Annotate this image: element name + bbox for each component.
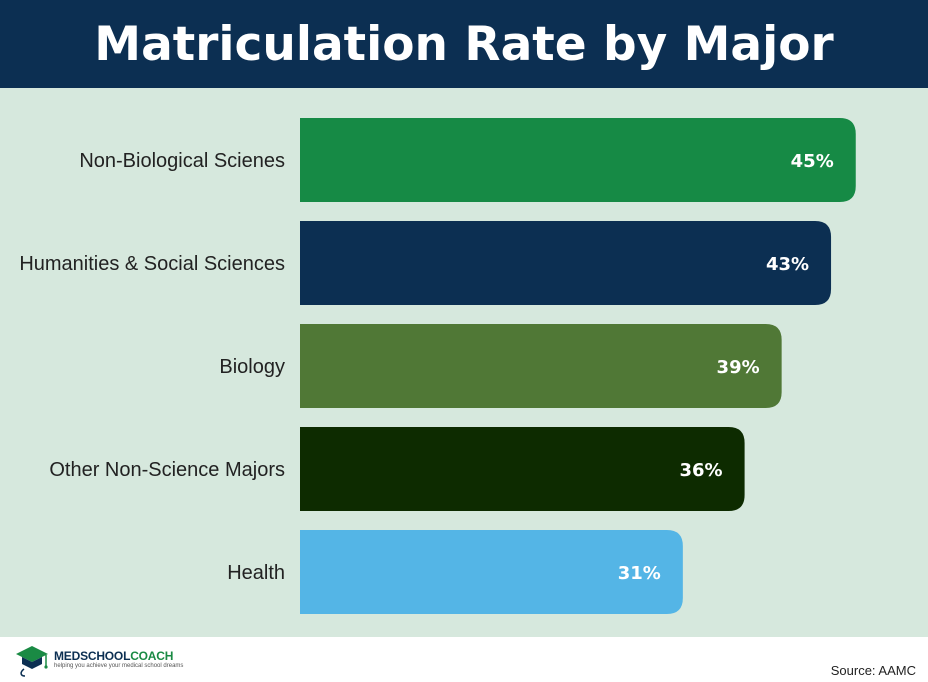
value-label: 43% (766, 254, 809, 275)
value-label: 31% (618, 563, 661, 584)
category-label: Humanities & Social Sciences (19, 253, 285, 275)
logo-tagline: helping you achieve your medical school … (54, 663, 184, 669)
plot-area: Non-Biological Scienes 45% Humanities & So… (0, 88, 928, 637)
bar-4 (300, 530, 683, 614)
value-label: 36% (680, 460, 723, 481)
value-label: 45% (791, 151, 834, 172)
bar-3 (300, 427, 745, 511)
footer: MEDSCHOOLCOACH helping you achieve your … (0, 637, 928, 682)
category-label: Biology (219, 356, 285, 378)
bar-1 (300, 221, 832, 305)
category-label: Health (227, 562, 285, 584)
chart-title: Matriculation Rate by Major (94, 16, 834, 72)
medschoolcoach-logo: MEDSCHOOLCOACH helping you achieve your … (14, 641, 183, 679)
graduation-cap-icon (16, 646, 48, 677)
logo-name: MEDSCHOOLCOACH (54, 649, 174, 663)
source-note: Source: AAMC (830, 663, 916, 678)
category-label: Other Non-Science Majors (49, 459, 285, 481)
bar-chart: Non-Biological Scienes 45% Humanities & So… (19, 118, 856, 614)
bar-0 (300, 118, 856, 202)
bar-2 (300, 324, 782, 408)
title-banner: Matriculation Rate by Major (0, 0, 928, 88)
category-label: Non-Biological Scienes (79, 150, 285, 172)
value-label: 39% (717, 357, 760, 378)
